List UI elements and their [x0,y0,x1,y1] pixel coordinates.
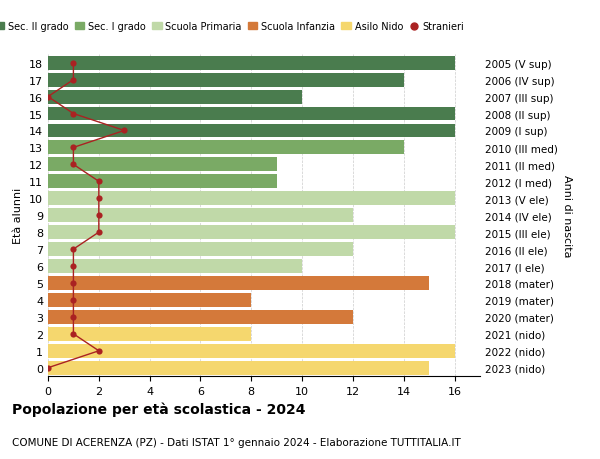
Point [68,297,78,304]
Bar [48,141,404,155]
Bar [48,158,277,172]
Point [94,347,104,355]
Point [68,145,78,152]
Point [68,280,78,287]
Point [94,195,104,202]
Point [68,77,78,84]
Bar [48,226,455,240]
Text: COMUNE DI ACERENZA (PZ) - Dati ISTAT 1° gennaio 2024 - Elaborazione TUTTITALIA.I: COMUNE DI ACERENZA (PZ) - Dati ISTAT 1° … [12,437,461,447]
Bar [48,73,404,87]
Bar [48,209,353,223]
Bar [48,310,353,324]
Point [68,111,78,118]
Bar [48,361,429,375]
Bar [48,327,251,341]
Legend: Sec. II grado, Sec. I grado, Scuola Primaria, Scuola Infanzia, Asilo Nido, Stran: Sec. II grado, Sec. I grado, Scuola Prim… [0,18,468,36]
Point [94,178,104,185]
Bar [48,56,455,71]
Bar [48,175,277,189]
Bar [48,259,302,274]
Y-axis label: Anni di nascita: Anni di nascita [562,174,572,257]
Point [68,263,78,270]
Point [68,246,78,253]
Bar [48,192,455,206]
Point [68,313,78,321]
Y-axis label: Età alunni: Età alunni [13,188,23,244]
Bar [48,90,302,104]
Point [43,94,53,101]
Text: Popolazione per età scolastica - 2024: Popolazione per età scolastica - 2024 [12,402,305,416]
Point [94,229,104,236]
Point [43,364,53,372]
Bar [48,344,455,358]
Point [68,161,78,168]
Point [119,128,129,135]
Point [94,212,104,219]
Bar [48,243,353,257]
Bar [48,107,455,121]
Bar [48,124,455,138]
Point [68,60,78,67]
Bar [48,293,251,307]
Bar [48,276,429,290]
Point [68,330,78,338]
